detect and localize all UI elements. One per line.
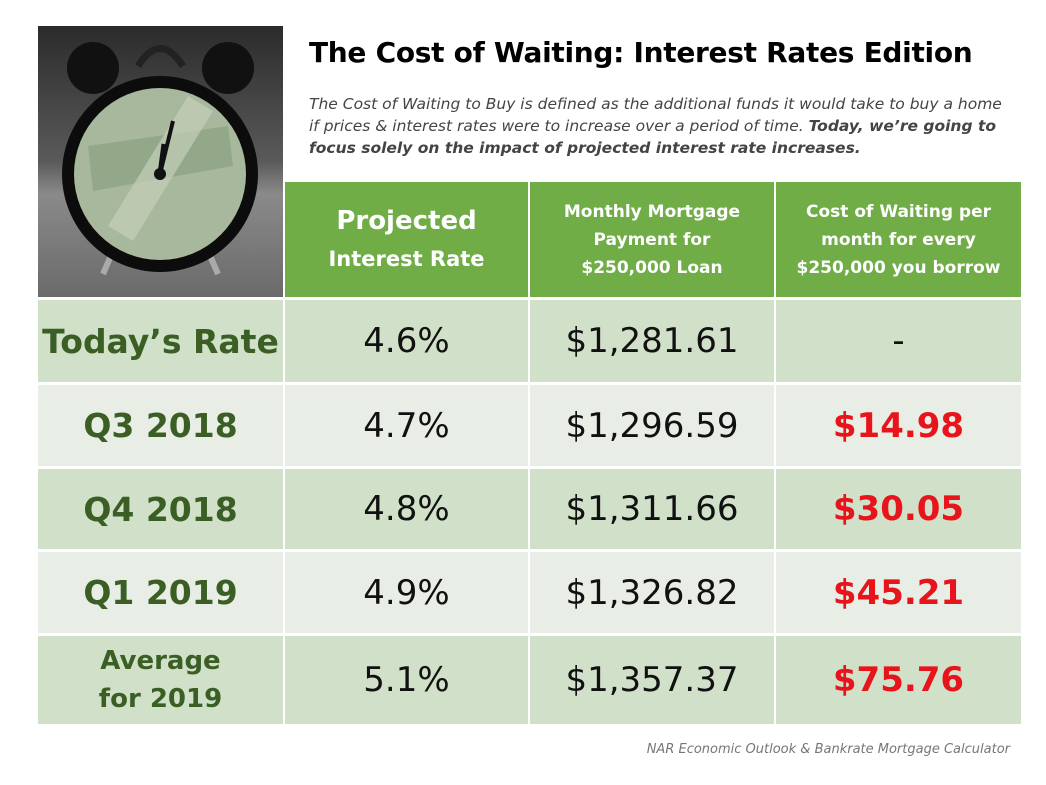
row-payment-cell: $1,296.59	[530, 385, 774, 466]
row-label-cell: Q4 2018	[38, 469, 283, 549]
subtitle-emphasis: Today, we’re going to focus solely on th…	[309, 117, 997, 157]
row-rate-cell: 4.6%	[285, 300, 528, 382]
source-note: NAR Economic Outlook & Bankrate Mortgage…	[646, 742, 1010, 757]
row-label-cell: Q1 2019	[38, 552, 283, 633]
row-cost-cell: $14.98	[776, 385, 1021, 466]
row-cost-cell: -	[776, 300, 1021, 382]
row-rate-cell: 4.9%	[285, 552, 528, 633]
header-rate-line1: Projected	[336, 205, 477, 236]
row-cost-cell: $30.05	[776, 469, 1021, 549]
row-payment-cell: $1,357.37	[530, 636, 774, 724]
row-payment-cell: $1,281.61	[530, 300, 774, 382]
row-payment-cell: $1,311.66	[530, 469, 774, 549]
row-rate-cell: 4.7%	[285, 385, 528, 466]
row-rate-cell: 5.1%	[285, 636, 528, 724]
header-projected-rate: Projected Interest Rate	[285, 182, 528, 297]
row-rate-cell: 4.8%	[285, 469, 528, 549]
header-rate-line2: Interest Rate	[328, 246, 485, 271]
row-cost-cell: $75.76	[776, 636, 1021, 724]
row-payment-cell: $1,326.82	[530, 552, 774, 633]
row-label-cell: Today’s Rate	[38, 300, 283, 382]
alarm-clock-money-image	[38, 26, 283, 297]
header-monthly-payment: Monthly Mortgage Payment for $250,000 Lo…	[530, 182, 774, 297]
header-cost-of-waiting: Cost of Waiting per month for every $250…	[776, 182, 1021, 297]
row-label-cell: Q3 2018	[38, 385, 283, 466]
row-cost-cell: $45.21	[776, 552, 1021, 633]
subtitle-text: The Cost of Waiting to Buy is defined as…	[309, 95, 1002, 135]
subtitle: The Cost of Waiting to Buy is defined as…	[309, 93, 1009, 159]
page-title: The Cost of Waiting: Interest Rates Edit…	[309, 36, 973, 69]
row-label-cell: Average for 2019	[38, 636, 283, 724]
